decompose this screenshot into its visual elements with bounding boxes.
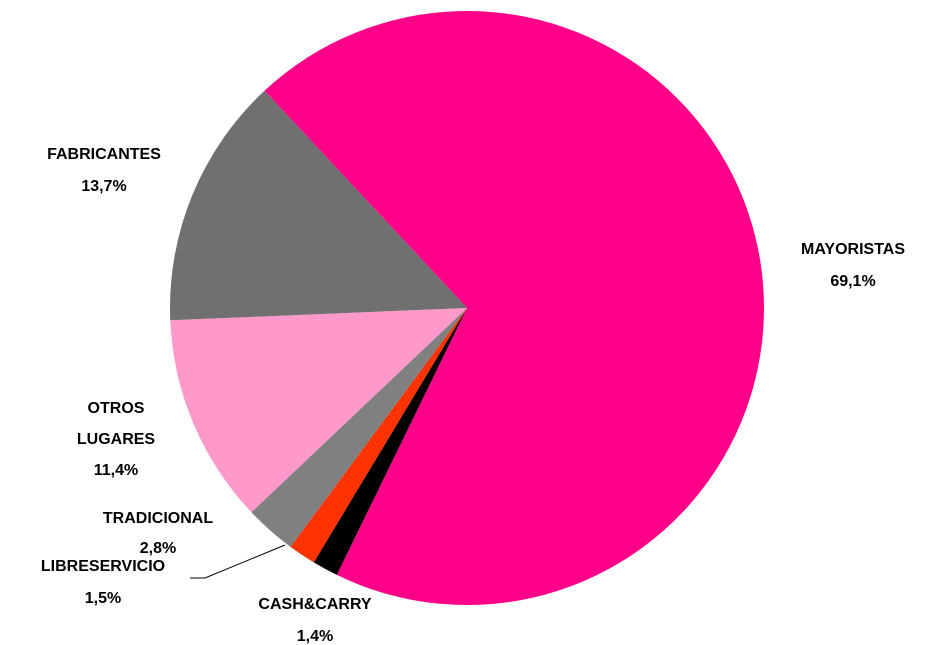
- pie-slice-tradicional: [251, 308, 467, 547]
- pie-slices: [169, 11, 765, 606]
- label-libreservicio-value: 1,5%: [85, 590, 121, 607]
- pie-slice-fabricantes: [169, 90, 467, 321]
- label-otros-lugares-value: 11,4%: [94, 462, 138, 479]
- libreservicio-leader-line: [190, 544, 286, 579]
- label-fabricantes: FABRICANTES 13,7%: [47, 146, 161, 195]
- label-cash-carry-value: 1,4%: [297, 628, 333, 645]
- label-mayoristas-value: 69,1%: [830, 273, 875, 290]
- label-fabricantes-value: 13,7%: [81, 178, 126, 195]
- label-cash-carry-name: CASH&CARRY: [258, 596, 372, 613]
- label-fabricantes-name: FABRICANTES: [47, 146, 161, 163]
- label-otros-lugares-name-line1: OTROS: [88, 400, 145, 417]
- pie-slice-cash-carry: [313, 308, 467, 575]
- label-tradicional-name: TRADICIONAL: [103, 510, 213, 527]
- label-otros-lugares-name-line2: LUGARES: [77, 431, 156, 448]
- pie-slice-libreservicio: [290, 308, 467, 563]
- pie-slice-mayoristas: [264, 11, 765, 606]
- label-cash-carry: CASH&CARRY 1,4%: [258, 596, 372, 645]
- label-mayoristas: MAYORISTAS 69,1%: [801, 241, 905, 290]
- pie-slice-otros-lugares: [170, 308, 467, 513]
- label-libreservicio-name: LIBRESERVICIO: [41, 558, 165, 575]
- label-mayoristas-name: MAYORISTAS: [801, 241, 905, 258]
- label-otros-lugares: OTROS LUGARES 11,4%: [77, 400, 156, 479]
- label-tradicional-value: 2,8%: [140, 540, 176, 557]
- label-tradicional: TRADICIONAL 2,8%: [103, 510, 213, 557]
- label-libreservicio: LIBRESERVICIO 1,5%: [41, 558, 165, 607]
